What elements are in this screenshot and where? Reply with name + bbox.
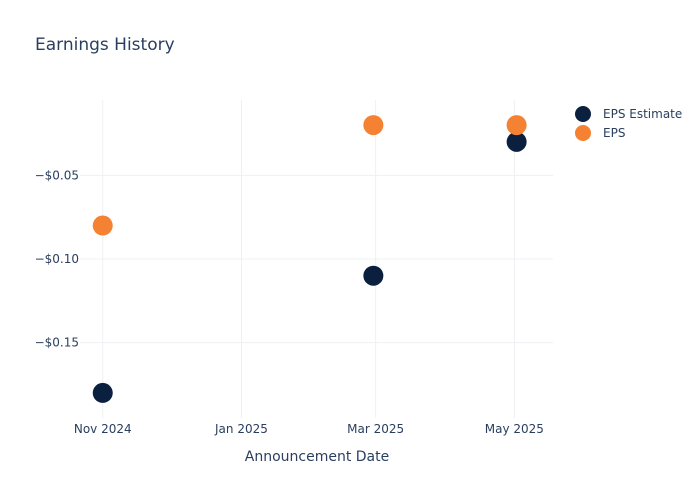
x-axis-title: Announcement Date [245,449,389,465]
eps-estimate-point [363,265,384,286]
legend-label-eps-estimate: EPS Estimate [603,107,682,121]
eps-point [506,115,527,136]
legend-marker-eps [575,125,591,141]
y-tick-label: −$0.05 [35,168,79,182]
x-tick-label: Mar 2025 [347,422,404,436]
x-tick-label: May 2025 [485,422,544,436]
chart-title: Earnings History [35,35,175,55]
legend-marker-eps-estimate [575,106,591,122]
x-tick-label: Jan 2025 [214,422,268,436]
eps-estimate-point [92,382,113,403]
x-tick-label: Nov 2024 [74,422,132,436]
y-tick-label: −$0.10 [35,252,79,266]
eps-point [363,115,384,136]
y-tick-label: −$0.15 [35,336,79,350]
legend-label-eps: EPS [603,126,625,140]
grid-lines [80,100,553,418]
axis-ticks: Nov 2024 Jan 2025 Mar 2025 May 2025 −$0.05 −$… [35,168,544,436]
eps-point [92,215,113,236]
legend: EPS Estimate EPS [575,106,682,141]
data-points [92,115,527,403]
eps-estimate-point [506,131,527,152]
